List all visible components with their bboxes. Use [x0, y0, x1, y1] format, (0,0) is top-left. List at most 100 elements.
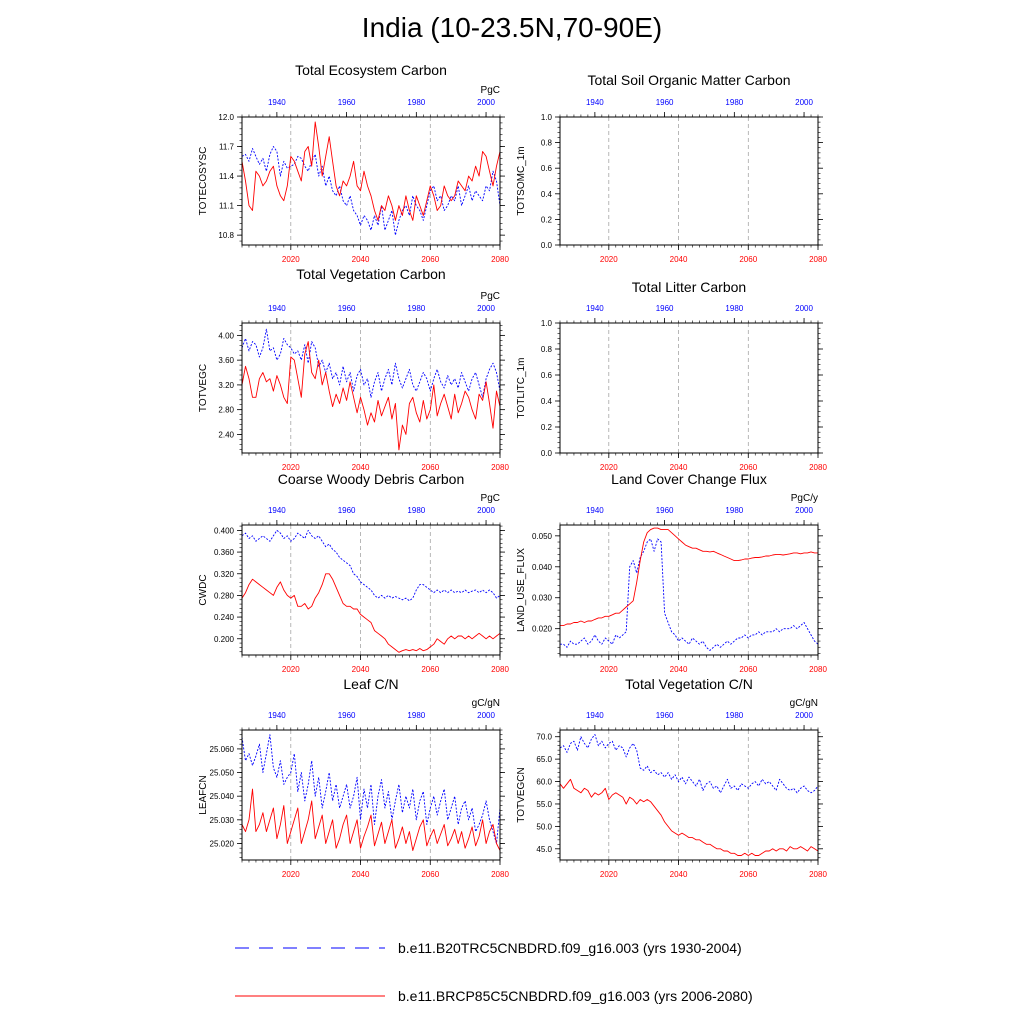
y-tick-label: 3.60 — [218, 356, 234, 365]
x-top-tick-label: 2000 — [795, 506, 813, 515]
panel-cwdc: Coarse Woody Debris Carbon PgC CWDC 0.200 0.… — [198, 471, 509, 674]
y-tick-label: 0.0 — [541, 241, 553, 250]
y-tick-label: 0.200 — [214, 635, 235, 644]
panel-leafcn: Leaf C/N gC/gN LEAFCN 25.020 25.030 25.040 25.… — [198, 676, 509, 879]
x-bottom-tick-label: 2080 — [809, 463, 827, 472]
y-tick-label: 0.8 — [541, 345, 553, 354]
y-axis-label: LEAFCN — [198, 775, 209, 814]
series-line-future — [241, 788, 501, 851]
series-line-future — [241, 341, 501, 451]
y-tick-label: 0.360 — [214, 548, 235, 557]
y-tick-label: 0.030 — [532, 594, 553, 603]
y-tick-label: 0.020 — [532, 625, 553, 634]
x-bottom-tick-label: 2080 — [491, 255, 509, 264]
panel-totsomc: Total Soil Organic Matter Carbon TOTSOMC_… — [516, 72, 827, 264]
x-bottom-tick-label: 2080 — [809, 870, 827, 879]
x-bottom-tick-label: 2080 — [809, 255, 827, 264]
y-tick-label: 0.4 — [541, 397, 553, 406]
figure-title: India (10-23.5N,70-90E) — [361, 12, 663, 43]
x-bottom-tick-label: 2060 — [421, 255, 439, 264]
x-bottom-tick-label: 2020 — [282, 463, 300, 472]
x-top-tick-label: 2000 — [477, 506, 495, 515]
x-top-tick-label: 1960 — [656, 711, 674, 720]
x-top-tick-label: 1980 — [407, 304, 425, 313]
panel-title: Total Litter Carbon — [632, 279, 746, 295]
y-tick-label: 0.6 — [541, 371, 553, 380]
x-top-tick-label: 2000 — [795, 98, 813, 107]
x-bottom-tick-label: 2040 — [670, 255, 688, 264]
x-top-tick-label: 1940 — [586, 711, 604, 720]
x-bottom-tick-label: 2080 — [491, 665, 509, 674]
x-bottom-tick-label: 2040 — [352, 665, 370, 674]
x-bottom-tick-label: 2060 — [421, 870, 439, 879]
y-tick-label: 3.20 — [218, 381, 234, 390]
y-axis-label: TOTSOMC_1m — [516, 146, 527, 215]
y-axis-label: TOTECOSYSC — [198, 147, 209, 216]
y-tick-label: 0.050 — [532, 532, 553, 541]
units-label: gC/gN — [472, 698, 500, 709]
x-top-tick-label: 2000 — [477, 304, 495, 313]
panel-title: Total Ecosystem Carbon — [295, 62, 447, 78]
panel-title: Land Cover Change Flux — [611, 471, 767, 487]
x-top-tick-label: 2000 — [795, 711, 813, 720]
x-top-tick-label: 1940 — [268, 98, 286, 107]
series-line-future — [241, 573, 501, 653]
x-top-tick-label: 1960 — [656, 506, 674, 515]
series-line-historical — [241, 328, 501, 398]
units-label: gC/gN — [790, 698, 818, 709]
y-tick-label: 10.8 — [218, 231, 234, 240]
x-bottom-tick-label: 2020 — [282, 665, 300, 674]
units-label: PgC — [481, 493, 500, 504]
x-bottom-tick-label: 2020 — [282, 870, 300, 879]
legend: b.e11.B20TRC5CNBDRD.f09_g16.003 (yrs 193… — [235, 940, 753, 1004]
x-top-tick-label: 1940 — [586, 506, 604, 515]
y-tick-label: 11.1 — [219, 202, 235, 211]
y-tick-label: 25.050 — [210, 769, 235, 778]
panel-title: Coarse Woody Debris Carbon — [278, 471, 465, 487]
x-bottom-tick-label: 2040 — [352, 870, 370, 879]
units-label: PgC/y — [791, 493, 818, 504]
x-bottom-tick-label: 2040 — [670, 870, 688, 879]
y-tick-label: 45.0 — [536, 845, 552, 854]
panel-title: Total Vegetation Carbon — [296, 266, 445, 282]
panel-totecosysc: Total Ecosystem Carbon PgC TOTECOSYSC 10.8 1… — [198, 62, 509, 264]
x-bottom-tick-label: 2020 — [600, 870, 618, 879]
plot-frame — [559, 524, 819, 656]
x-top-tick-label: 1940 — [268, 711, 286, 720]
y-axis-label: TOTVEGCN — [516, 767, 527, 822]
x-top-tick-label: 1940 — [268, 304, 286, 313]
series-line-historical — [559, 734, 819, 794]
series-line-future — [560, 527, 818, 627]
x-bottom-tick-label: 2080 — [491, 870, 509, 879]
y-tick-label: 0.2 — [541, 423, 553, 432]
x-bottom-tick-label: 2060 — [421, 665, 439, 674]
units-label: PgC — [481, 291, 500, 302]
x-top-tick-label: 1980 — [407, 506, 425, 515]
y-tick-label: 2.40 — [218, 430, 234, 439]
plot-frame — [559, 322, 819, 454]
x-bottom-tick-label: 2020 — [282, 255, 300, 264]
series-line-historical — [241, 529, 501, 602]
panel-totvegc: Total Vegetation Carbon PgC TOTVEGC 2.40 2.8… — [198, 266, 509, 472]
y-tick-label: 11.4 — [219, 172, 235, 181]
x-top-tick-label: 1980 — [407, 711, 425, 720]
x-bottom-tick-label: 2020 — [600, 463, 618, 472]
plot-frame — [241, 524, 501, 656]
x-top-tick-label: 1960 — [656, 304, 674, 313]
series-line-historical — [241, 734, 501, 844]
y-tick-label: 0.040 — [532, 563, 553, 572]
x-bottom-tick-label: 2060 — [739, 870, 757, 879]
panel-title: Total Soil Organic Matter Carbon — [587, 72, 790, 88]
x-bottom-tick-label: 2060 — [739, 255, 757, 264]
x-top-tick-label: 2000 — [477, 711, 495, 720]
x-bottom-tick-label: 2020 — [600, 665, 618, 674]
series-line-historical — [241, 146, 501, 236]
y-tick-label: 0.240 — [214, 613, 235, 622]
y-tick-label: 0.320 — [214, 570, 235, 579]
panels-group: Total Ecosystem Carbon PgC TOTECOSYSC 10.8 1… — [198, 62, 827, 879]
panel-land_use_flux: Land Cover Change Flux PgC/y LAND_USE_FLUX… — [516, 471, 827, 674]
x-top-tick-label: 1940 — [586, 98, 604, 107]
x-top-tick-label: 1960 — [656, 98, 674, 107]
y-tick-label: 4.00 — [218, 331, 234, 340]
